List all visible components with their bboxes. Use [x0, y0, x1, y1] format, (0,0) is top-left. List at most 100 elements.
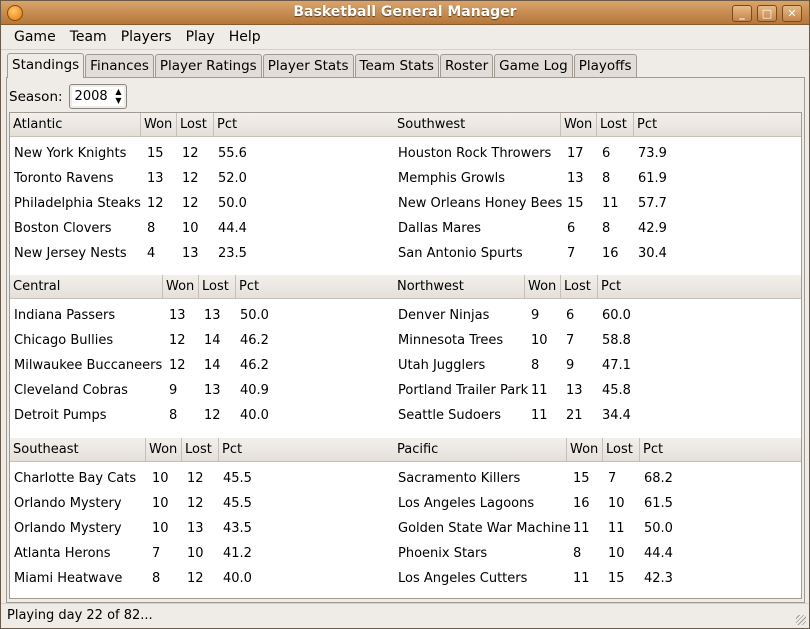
- team-won: 8: [169, 408, 178, 423]
- menu-play[interactable]: Play: [185, 29, 215, 45]
- tab-player-ratings[interactable]: Player Ratings: [154, 54, 262, 77]
- lost-column-header[interactable]: Lost: [603, 438, 640, 462]
- table-row[interactable]: Memphis Growls 13 8 61.9: [394, 166, 801, 191]
- pct-column-header[interactable]: Pct: [217, 117, 238, 132]
- pct-column-header[interactable]: Pct: [643, 442, 664, 457]
- basketball-icon[interactable]: [7, 5, 23, 21]
- pct-column-header[interactable]: Pct: [222, 442, 243, 457]
- lost-column-header[interactable]: Lost: [182, 438, 219, 462]
- table-row[interactable]: Sacramento Killers 15 7 68.2: [394, 466, 801, 491]
- standings-table: Atlantic Won Lost Pct New York Knights 15 12 55…: [9, 112, 802, 599]
- table-row[interactable]: Denver Ninjas 9 6 60.0: [394, 303, 801, 328]
- team-name: Cleveland Cobras: [14, 383, 128, 398]
- division-name-header[interactable]: Southwest: [394, 113, 561, 137]
- table-row[interactable]: Miami Heatwave 8 12 40.0: [10, 566, 395, 591]
- table-row[interactable]: Toronto Ravens 13 12 52.0: [10, 166, 395, 191]
- season-selector: Season: 2008 ▲ ▼: [9, 84, 127, 109]
- won-column-header[interactable]: Won: [561, 113, 597, 137]
- team-name: Atlanta Herons: [14, 546, 111, 561]
- title-bar[interactable]: Basketball General Manager _ □ ✕: [1, 1, 809, 25]
- team-won: 11: [531, 383, 548, 398]
- pct-column-header[interactable]: Pct: [637, 117, 658, 132]
- team-pct: 50.0: [644, 521, 673, 536]
- table-row[interactable]: Dallas Mares 6 8 42.9: [394, 216, 801, 241]
- won-column-header[interactable]: Won: [525, 275, 561, 299]
- pct-column-header[interactable]: Pct: [239, 279, 260, 294]
- menu-game[interactable]: Game: [14, 29, 56, 45]
- team-won: 17: [567, 146, 584, 161]
- spin-arrows-icon[interactable]: ▲ ▼: [115, 87, 122, 105]
- won-column-header[interactable]: Won: [163, 275, 199, 299]
- team-pct: 30.4: [638, 246, 667, 261]
- won-column-header[interactable]: Won: [146, 438, 182, 462]
- team-won: 9: [169, 383, 178, 398]
- table-row[interactable]: New York Knights 15 12 55.6: [10, 141, 395, 166]
- table-row[interactable]: Milwaukee Buccaneers 12 14 46.2: [10, 353, 395, 378]
- table-row[interactable]: Minnesota Trees 10 7 58.8: [394, 328, 801, 353]
- tab-playoffs[interactable]: Playoffs: [573, 54, 637, 77]
- table-row[interactable]: Atlanta Herons 7 10 41.2: [10, 541, 395, 566]
- tab-game-log[interactable]: Game Log: [494, 54, 573, 77]
- season-spinbox[interactable]: 2008 ▲ ▼: [68, 84, 127, 109]
- table-row[interactable]: Los Angeles Cutters 11 15 42.3: [394, 566, 801, 591]
- lost-column-header[interactable]: Lost: [199, 275, 236, 299]
- resize-grip-icon[interactable]: [796, 615, 806, 625]
- team-lost: 12: [187, 471, 204, 486]
- table-row[interactable]: San Antonio Spurts 7 16 30.4: [394, 241, 801, 266]
- lost-column-header[interactable]: Lost: [177, 113, 214, 137]
- table-row[interactable]: Philadelphia Steaks 12 12 50.0: [10, 191, 395, 216]
- team-pct: 58.8: [602, 333, 631, 348]
- won-column-header[interactable]: Won: [141, 113, 177, 137]
- tab-finances[interactable]: Finances: [85, 54, 154, 77]
- lost-column-header[interactable]: Lost: [561, 275, 598, 299]
- menu-team[interactable]: Team: [69, 29, 107, 45]
- table-row[interactable]: Charlotte Bay Cats 10 12 45.5: [10, 466, 395, 491]
- table-row[interactable]: Cleveland Cobras 9 13 40.9: [10, 378, 395, 403]
- table-row[interactable]: Houston Rock Throwers 17 6 73.9: [394, 141, 801, 166]
- division-name-header[interactable]: Northwest: [394, 275, 525, 299]
- tab-player-stats[interactable]: Player Stats: [262, 54, 354, 77]
- team-pct: 42.3: [644, 571, 673, 586]
- team-pct: 23.5: [218, 246, 247, 261]
- tab-roster[interactable]: Roster: [439, 54, 494, 77]
- maximize-button[interactable]: □: [757, 5, 777, 22]
- team-pct: 40.0: [240, 408, 269, 423]
- table-row[interactable]: Orlando Mystery 10 13 43.5: [10, 516, 395, 541]
- table-row[interactable]: New Jersey Nests 4 13 23.5: [10, 241, 395, 266]
- table-row[interactable]: Portland Trailer Park 11 13 45.8: [394, 378, 801, 403]
- close-button[interactable]: ✕: [782, 5, 802, 22]
- table-row[interactable]: Chicago Bullies 12 14 46.2: [10, 328, 395, 353]
- table-row[interactable]: Seattle Sudoers 11 21 34.4: [394, 403, 801, 428]
- won-column-header[interactable]: Won: [567, 438, 603, 462]
- table-row[interactable]: New Orleans Honey Bees 15 11 57.7: [394, 191, 801, 216]
- team-lost: 8: [602, 171, 611, 186]
- team-pct: 47.1: [602, 358, 631, 373]
- table-row[interactable]: Utah Jugglers 8 9 47.1: [394, 353, 801, 378]
- table-row[interactable]: Boston Clovers 8 10 44.4: [10, 216, 395, 241]
- team-won: 10: [152, 496, 169, 511]
- pct-column-header[interactable]: Pct: [601, 279, 622, 294]
- menu-help[interactable]: Help: [228, 29, 261, 45]
- tab-standings[interactable]: Standings: [7, 53, 85, 78]
- table-row[interactable]: Golden State War Machine 11 11 50.0: [394, 516, 801, 541]
- division-name-header[interactable]: Southeast: [10, 438, 146, 462]
- team-name: Miami Heatwave: [14, 571, 123, 586]
- team-lost: 6: [602, 146, 611, 161]
- menu-players[interactable]: Players: [120, 29, 172, 45]
- close-icon: ✕: [787, 7, 797, 20]
- tab-team-stats[interactable]: Team Stats: [354, 54, 439, 77]
- table-row[interactable]: Indiana Passers 13 13 50.0: [10, 303, 395, 328]
- table-row[interactable]: Orlando Mystery 10 12 45.5: [10, 491, 395, 516]
- minimize-button[interactable]: _: [732, 5, 752, 22]
- table-row[interactable]: Los Angeles Lagoons 16 10 61.5: [394, 491, 801, 516]
- team-lost: 12: [187, 496, 204, 511]
- division-name-header[interactable]: Pacific: [394, 438, 567, 462]
- team-name: Dallas Mares: [398, 221, 482, 236]
- table-row[interactable]: Detroit Pumps 8 12 40.0: [10, 403, 395, 428]
- lost-column-header[interactable]: Lost: [597, 113, 634, 137]
- tab-bar: Standings Finances Player Ratings Player St…: [7, 53, 638, 78]
- division-name-header[interactable]: Central: [10, 275, 163, 299]
- division-name-header[interactable]: Atlantic: [10, 113, 141, 137]
- team-pct: 40.0: [223, 571, 252, 586]
- table-row[interactable]: Phoenix Stars 8 10 44.4: [394, 541, 801, 566]
